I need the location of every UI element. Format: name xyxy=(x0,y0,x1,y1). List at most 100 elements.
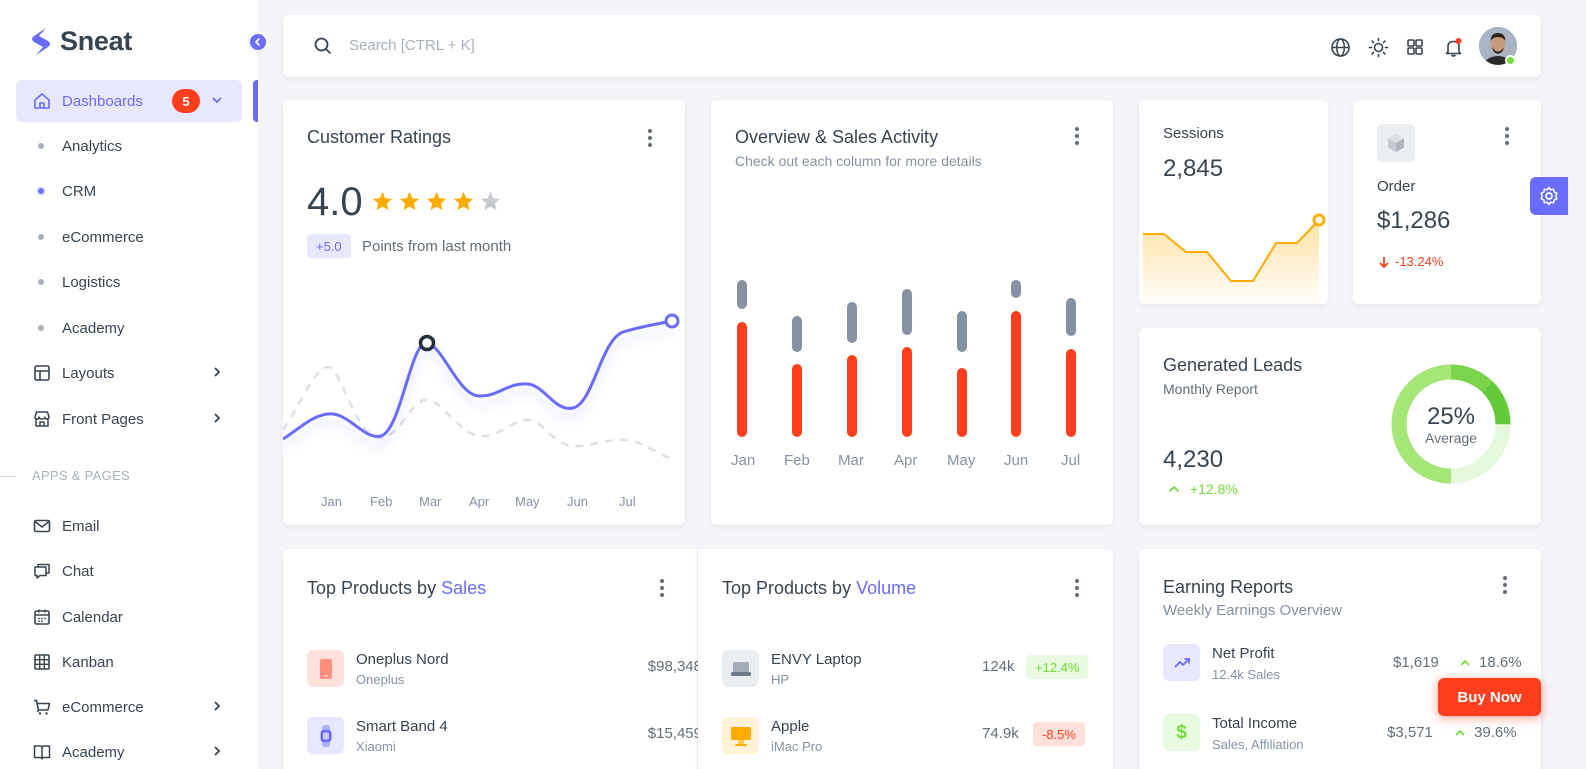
laptop-icon xyxy=(722,650,759,687)
star-filled-icon xyxy=(399,191,420,211)
chevron-up-icon xyxy=(1168,485,1180,493)
sidebar-item-academy[interactable]: Academy xyxy=(16,308,242,348)
bell-icon[interactable] xyxy=(1442,36,1464,58)
axis-label-may: May xyxy=(515,494,540,509)
donut-center: 25% Average xyxy=(1390,404,1512,447)
buy-now-button[interactable]: Buy Now xyxy=(1438,678,1541,716)
card-title: Top Products by Volume xyxy=(722,578,916,599)
sun-icon[interactable] xyxy=(1367,36,1389,58)
sidebar-item-ecommerce-app[interactable]: eCommerce xyxy=(16,686,242,728)
star-rating xyxy=(371,190,502,213)
brand[interactable]: Sneat xyxy=(30,26,132,57)
sidebar: Sneat Dashboards 5 Analytics CRM eCommer… xyxy=(0,0,269,769)
sidebar-item-label: Layouts xyxy=(62,364,115,382)
change-badge: -8.5% xyxy=(1033,722,1085,746)
sidebar-item-label: Logistics xyxy=(62,273,121,291)
product-row[interactable]: Smart Band 4 Xiaomi $15,459 xyxy=(307,717,702,757)
product-price: $15,459 xyxy=(647,725,702,742)
earning-sub: 12.4k Sales xyxy=(1212,667,1280,682)
chevron-right-icon xyxy=(210,365,224,383)
sidebar-item-chat[interactable]: Chat xyxy=(16,550,242,592)
active-indicator xyxy=(253,80,258,122)
sidebar-item-analytics[interactable]: Analytics xyxy=(16,126,242,166)
bullet-icon xyxy=(36,186,46,196)
sessions-sparkline xyxy=(1143,213,1326,304)
chevron-up-icon xyxy=(1460,659,1470,666)
collapse-sidebar-button[interactable] xyxy=(247,31,269,53)
axis-label-feb: Feb xyxy=(370,494,393,509)
customer-ratings-card: Customer Ratings 4.0 +5.0 Points from la… xyxy=(283,100,685,525)
product-row[interactable]: Apple iMac Pro 74.9k -8.5% xyxy=(722,717,1090,757)
leads-value: 4,230 xyxy=(1163,446,1224,473)
change-value: +12.8% xyxy=(1190,481,1238,497)
earning-name: Net Profit xyxy=(1212,645,1275,662)
title-accent: Volume xyxy=(856,578,917,598)
sidebar-item-label: eCommerce xyxy=(62,698,144,716)
sidebar-item-dashboards[interactable]: Dashboards 5 xyxy=(16,80,242,122)
product-brand: Oneplus xyxy=(356,672,405,687)
grid-icon xyxy=(32,652,52,672)
search-input[interactable] xyxy=(349,33,749,57)
star-filled-icon xyxy=(453,191,474,211)
axis-label-mar: Mar xyxy=(419,494,442,509)
globe-icon[interactable] xyxy=(1329,36,1351,58)
sidebar-item-layouts[interactable]: Layouts xyxy=(16,352,242,394)
product-brand: iMac Pro xyxy=(771,739,823,754)
more-options-icon[interactable] xyxy=(659,579,665,597)
chevron-left-icon xyxy=(254,37,261,47)
bullet-icon xyxy=(38,325,44,331)
product-row[interactable]: ENVY Laptop HP 124k +12.4% xyxy=(722,650,1090,690)
trending-up-icon xyxy=(1163,644,1200,681)
store-icon xyxy=(32,409,52,429)
sidebar-item-academy-app[interactable]: Academy xyxy=(16,731,242,769)
sidebar-item-label: Front Pages xyxy=(62,410,144,428)
sidebar-item-label: Analytics xyxy=(62,137,123,155)
axis-label-jul: Jul xyxy=(619,494,636,509)
more-options-icon[interactable] xyxy=(1074,579,1080,597)
card-title: Top Products by Sales xyxy=(307,578,486,599)
sessions-card: Sessions 2,845 xyxy=(1139,100,1328,304)
earning-row[interactable]: Net Profit 12.4k Sales $1,619 18.6% xyxy=(1163,644,1522,684)
overview-sales-card: Overview & Sales Activity Check out each… xyxy=(711,100,1113,525)
card-title: Generated Leads xyxy=(1163,355,1303,375)
earning-amount: $3,571 xyxy=(1387,724,1433,741)
layout-icon xyxy=(32,363,52,383)
sidebar-item-kanban[interactable]: Kanban xyxy=(16,641,242,683)
search-icon[interactable] xyxy=(313,36,333,61)
earning-row[interactable]: $ Total Income Sales, Affiliation $3,571… xyxy=(1163,714,1518,754)
sidebar-item-ecommerce[interactable]: eCommerce xyxy=(16,217,242,257)
sidebar-item-crm[interactable]: CRM xyxy=(16,171,242,211)
earning-change: 39.6% xyxy=(1454,724,1517,741)
top-products-sales-card: Top Products by Sales Oneplus Nord Onepl… xyxy=(283,549,702,769)
earning-name: Total Income xyxy=(1212,715,1298,732)
change-value: -13.24% xyxy=(1395,254,1444,269)
more-options-icon[interactable] xyxy=(647,129,653,147)
more-options-icon[interactable] xyxy=(1504,127,1510,145)
sidebar-item-email[interactable]: Email xyxy=(16,505,242,547)
axis-label-may: May xyxy=(947,452,976,469)
chevron-down-icon xyxy=(210,93,224,111)
earning-amount: $1,619 xyxy=(1393,654,1439,671)
mail-icon xyxy=(32,516,52,536)
smartband-icon xyxy=(307,717,344,754)
divider xyxy=(0,476,16,477)
apps-grid-icon[interactable] xyxy=(1404,36,1426,58)
customizer-toggle[interactable] xyxy=(1530,177,1568,215)
bullet-icon xyxy=(38,143,44,149)
card-subtitle: Weekly Earnings Overview xyxy=(1163,602,1342,619)
sidebar-item-label: CRM xyxy=(62,182,97,200)
more-options-icon[interactable] xyxy=(1502,576,1508,594)
gear-icon xyxy=(1540,186,1558,206)
sidebar-item-label: Calendar xyxy=(62,608,123,626)
generated-leads-card: Generated Leads Monthly Report 4,230 +12… xyxy=(1139,328,1541,525)
sidebar-item-calendar[interactable]: Calendar xyxy=(16,596,242,638)
monitor-icon xyxy=(722,717,759,754)
chevron-right-icon xyxy=(210,744,224,762)
chevron-right-icon xyxy=(210,699,224,717)
sidebar-item-front-pages[interactable]: Front Pages xyxy=(16,398,242,440)
sidebar-item-logistics[interactable]: Logistics xyxy=(16,262,242,302)
product-row[interactable]: Oneplus Nord Oneplus $98,348 xyxy=(307,650,702,690)
more-options-icon[interactable] xyxy=(1074,127,1080,145)
chevron-up-icon xyxy=(1455,729,1465,736)
card-subtitle: Monthly Report xyxy=(1163,381,1258,397)
